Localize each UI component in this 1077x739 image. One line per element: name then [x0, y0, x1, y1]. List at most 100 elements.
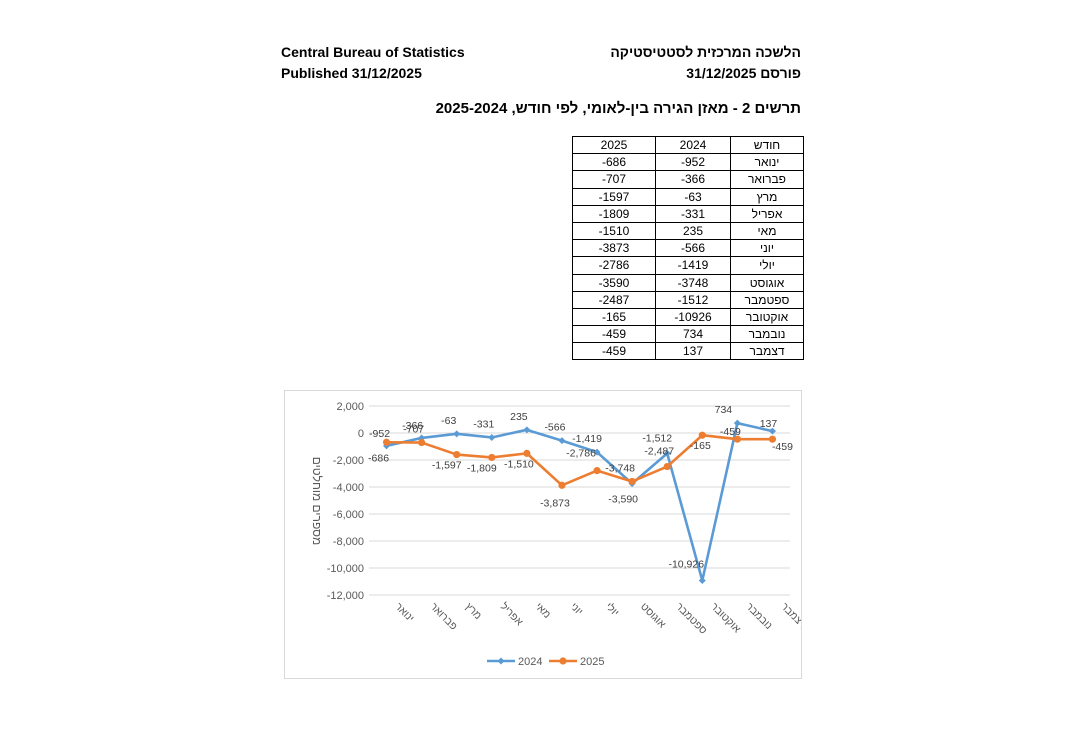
header-2025: 2025 — [572, 135, 656, 155]
cell-2024: 734 — [655, 325, 731, 344]
cell-month: אוקטובר — [730, 307, 804, 327]
table-row: -1510 235 מאי — [572, 221, 804, 241]
table-row: -1597 -63 מרץ — [572, 187, 804, 206]
cell-2024: -1419 — [655, 256, 731, 275]
data-point-2025 — [628, 477, 636, 486]
cell-2024: -331 — [655, 204, 731, 223]
cell-2025: -459 — [572, 342, 656, 361]
cell-2025: -1809 — [572, 204, 656, 223]
data-label-2024: 734 — [715, 404, 733, 416]
x-tick-label: ינואר — [392, 601, 416, 625]
table-header-row: 2025 2024 חודש — [572, 135, 804, 155]
header-2024: 2024 — [655, 135, 731, 155]
chart-title: תרשים 2 - מאזן הגירה בין-לאומי, לפי חודש… — [435, 100, 801, 117]
cell-month: יולי — [730, 256, 804, 275]
data-point-2025 — [663, 462, 671, 471]
table-row: -2487 -1512 ספטמבר — [572, 290, 804, 309]
data-label-2024: -1,512 — [642, 432, 672, 444]
data-label-2024: -566 — [544, 422, 565, 434]
y-tick-label: 0 — [358, 428, 364, 440]
data-label-2025: -459 — [772, 441, 793, 453]
data-point-2025 — [523, 449, 531, 457]
data-label-2025: -165 — [690, 440, 711, 452]
data-point-2024 — [453, 430, 461, 438]
cell-2025: -165 — [572, 307, 656, 327]
table-row: -3873 -566 יוני — [572, 239, 804, 258]
y-tick-label: -2,000 — [333, 455, 364, 467]
data-label-2024: -63 — [441, 415, 456, 427]
x-tick-label: פברואר — [428, 601, 460, 633]
published-date-en: Published 31/12/2025 — [281, 65, 422, 81]
x-tick-label: אוקטובר — [708, 601, 743, 636]
cell-2025: -459 — [572, 325, 656, 344]
legend-label-2025: 2025 — [580, 656, 604, 668]
x-tick-label: דצמבר — [778, 601, 801, 631]
cell-2024: 235 — [655, 221, 731, 241]
x-tick-label: ספטמבר — [673, 601, 709, 637]
header-month: חודש — [730, 135, 804, 155]
data-point-2024 — [768, 427, 776, 435]
data-label-2025: -3,873 — [540, 497, 570, 509]
table-row: -1809 -331 אפריל — [572, 204, 804, 223]
cell-month: יוני — [730, 239, 804, 258]
y-tick-label: -12,000 — [327, 590, 364, 602]
y-tick-label: -8,000 — [333, 536, 364, 548]
header-en: Central Bureau of Statistics Published 3… — [281, 42, 465, 84]
data-point-2024 — [593, 448, 601, 456]
data-point-2025 — [733, 435, 741, 443]
cell-month: נובמבר — [730, 325, 804, 344]
x-tick-label: יוני — [568, 601, 585, 618]
table-row: -3590 -3748 אוגוסט — [572, 273, 804, 292]
table-body: -686 -952 ינואר -707 -366 פברואר -1597 -63 מרץ -1… — [572, 153, 804, 361]
x-tick-label: אפריל — [498, 601, 526, 629]
data-point-2024 — [733, 419, 741, 427]
table-row: -2786 -1419 יולי — [572, 256, 804, 275]
cell-month: מאי — [730, 221, 804, 241]
cell-2024: -566 — [655, 239, 731, 258]
data-point-2024 — [418, 434, 426, 442]
table-row: -459 137 דצמבר — [572, 342, 804, 361]
data-point-2024 — [558, 437, 566, 445]
data-point-2024 — [698, 577, 706, 585]
cell-2025: -2487 — [572, 290, 656, 309]
series-line-2025 — [386, 433, 773, 487]
y-tick-label: -4,000 — [333, 482, 364, 494]
data-point-2025 — [453, 450, 461, 459]
cell-2024: -10926 — [655, 307, 731, 327]
y-tick-label: -6,000 — [333, 509, 364, 521]
data-label-2024: -1,419 — [572, 433, 602, 445]
data-label-2024: -366 — [402, 420, 423, 432]
cell-2025: -2786 — [572, 256, 656, 275]
y-tick-label: -10,000 — [327, 563, 364, 575]
header-he: הלשכה המרכזית לסטטיסטיקה פורסם 31/12/202… — [610, 42, 801, 84]
legend-label-2024: 2024 — [518, 656, 542, 668]
cell-2025: -3873 — [572, 239, 656, 258]
y-tick-label: 2,000 — [336, 401, 364, 413]
cell-month: ספטמבר — [730, 290, 804, 309]
data-point-2025 — [593, 467, 601, 475]
data-label-2025: -459 — [720, 426, 741, 438]
x-tick-label: יולי — [603, 601, 621, 619]
line-chart: 2,000 0 -2,000 -4,000 -6,000 -8,000 -10,000 -12… — [310, 401, 809, 668]
legend-marker-2025 — [559, 657, 567, 665]
x-tick-label: נובמבר — [743, 601, 774, 632]
published-date-he: פורסם 31/12/2025 — [686, 65, 801, 81]
cell-2025: -707 — [572, 170, 656, 189]
table-row: -459 734 נובמבר — [572, 325, 804, 344]
data-label-2025: -2,786 — [566, 448, 596, 460]
x-tick-label: אוגוסט — [638, 601, 668, 631]
data-point-2024 — [663, 449, 671, 457]
data-point-2025 — [698, 431, 706, 439]
data-label-2025: -707 — [403, 424, 424, 436]
data-label-2025: -2,487 — [644, 446, 674, 458]
cell-month: ינואר — [730, 153, 804, 172]
cell-month: אוגוסט — [730, 273, 804, 292]
table-row: -686 -952 ינואר — [572, 153, 804, 172]
cell-month: פברואר — [730, 170, 804, 189]
cell-month: דצמבר — [730, 342, 804, 361]
data-label-2024: -952 — [369, 428, 390, 440]
series-line-2024 — [386, 421, 773, 582]
cell-month: אפריל — [730, 204, 804, 223]
data-label-2025: -1,597 — [432, 460, 462, 472]
cell-2025: -686 — [572, 153, 656, 172]
